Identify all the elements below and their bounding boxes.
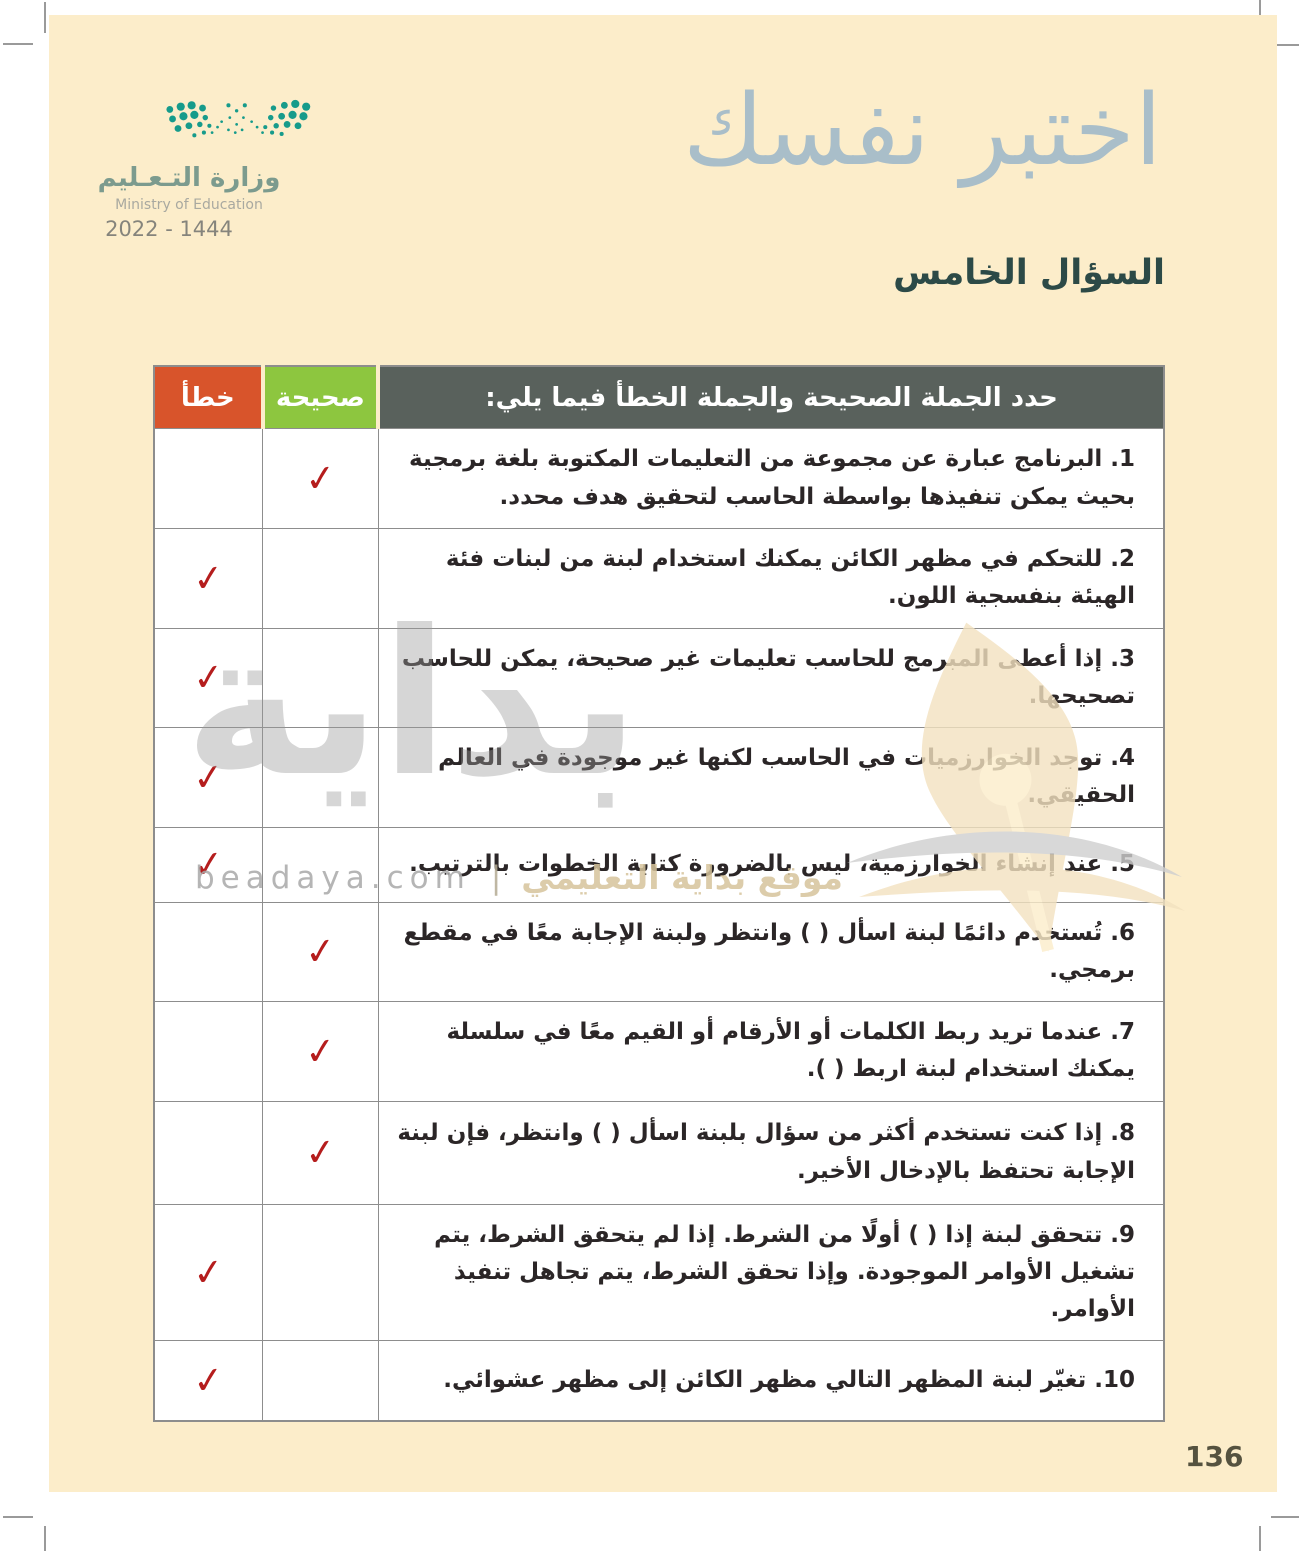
ministry-name-english: Ministry of Education <box>115 197 263 213</box>
wrong-check-cell <box>153 901 264 1002</box>
table-row: 7. عندما تريد ربط الكلمات أو الأرقام أو … <box>153 1001 1165 1102</box>
statement-cell: 7. عندما تريد ربط الكلمات أو الأرقام أو … <box>377 1001 1165 1102</box>
check-icon: ✓ <box>190 841 227 888</box>
wrong-column-header: خطأ <box>153 365 265 429</box>
wrong-check-cell: ✓ <box>153 727 264 828</box>
check-icon: ✓ <box>302 455 339 502</box>
wrong-check-cell: ✓ <box>153 1340 264 1422</box>
question-heading: السؤال الخامس <box>893 253 1165 293</box>
statements-body: 1. البرنامج عبارة عن مجموعة من التعليمات… <box>153 428 1165 1422</box>
correct-check-cell: ✓ <box>262 1100 379 1205</box>
statement-cell: 1. البرنامج عبارة عن مجموعة من التعليمات… <box>377 428 1165 529</box>
wrong-check-cell: ✓ <box>153 1203 264 1342</box>
statement-cell: 5. عند إنشاء الخوارزمية، ليس بالضرورة كت… <box>377 826 1165 903</box>
statement-cell: 3. إذا أعطى المبرمج للحاسب تعليمات غير ص… <box>377 627 1165 728</box>
statement-cell: 9. تتحقق لبنة إذا ( ) أولًا من الشرط. إذ… <box>377 1203 1165 1342</box>
crop-mark-bottom-left-v <box>44 1526 46 1551</box>
correct-check-cell <box>262 528 379 629</box>
table-row: 3. إذا أعطى المبرمج للحاسب تعليمات غير ص… <box>153 627 1165 728</box>
wrong-check-cell <box>153 428 264 529</box>
check-icon: ✓ <box>190 654 227 701</box>
table-row: 1. البرنامج عبارة عن مجموعة من التعليمات… <box>153 428 1165 529</box>
correct-check-cell <box>262 1203 379 1342</box>
true-false-table: حدد الجملة الصحيحة والجملة الخطأ فيما يل… <box>153 365 1165 1422</box>
correct-check-cell <box>262 727 379 828</box>
check-icon: ✓ <box>190 1357 227 1404</box>
table-row: 10. تغيّر لبنة المظهر التالي مظهر الكائن… <box>153 1340 1165 1422</box>
table-row: 4. توجد الخوارزميات في الحاسب لكنها غير … <box>153 727 1165 828</box>
statement-cell: 10. تغيّر لبنة المظهر التالي مظهر الكائن… <box>377 1340 1165 1422</box>
wrong-check-cell <box>153 1100 264 1205</box>
correct-check-cell: ✓ <box>262 901 379 1002</box>
check-icon: ✓ <box>190 555 227 602</box>
table-row: 8. إذا كنت تستخدم أكثر من سؤال بلبنة اسأ… <box>153 1100 1165 1205</box>
check-icon: ✓ <box>190 1249 227 1296</box>
page-number: 136 <box>1185 1440 1244 1473</box>
crop-mark-top-left-h <box>3 43 33 45</box>
check-icon: ✓ <box>302 928 339 975</box>
ministry-years: 2022 - 1444 <box>105 217 233 241</box>
correct-column-header: صحيحة <box>262 365 381 429</box>
correct-check-cell <box>262 826 379 903</box>
page-sheet: وزارة التـعـليم Ministry of Education 20… <box>49 15 1277 1492</box>
check-icon: ✓ <box>302 1028 339 1075</box>
table-row: 6. تُستخدم دائمًا لبنة اسأل ( ) وانتظر و… <box>153 901 1165 1002</box>
statement-cell: 2. للتحكم في مظهر الكائن يمكنك استخدام ل… <box>377 528 1165 629</box>
statement-cell: 6. تُستخدم دائمًا لبنة اسأل ( ) وانتظر و… <box>377 901 1165 1002</box>
table-row: 9. تتحقق لبنة إذا ( ) أولًا من الشرط. إذ… <box>153 1203 1165 1342</box>
crop-mark-bottom-right-v <box>1259 1526 1261 1551</box>
table-row: 5. عند إنشاء الخوارزمية، ليس بالضرورة كت… <box>153 826 1165 903</box>
correct-check-cell <box>262 627 379 728</box>
ministry-dots-icon <box>166 99 311 138</box>
page-title: اختبر نفسك <box>682 74 1162 188</box>
crop-mark-top-right-h <box>1270 44 1299 46</box>
correct-check-cell: ✓ <box>262 428 379 529</box>
ministry-name-arabic: وزارة التـعـليم <box>97 163 281 193</box>
table-row: 2. للتحكم في مظهر الكائن يمكنك استخدام ل… <box>153 528 1165 629</box>
check-icon: ✓ <box>190 754 227 801</box>
crop-mark-bottom-left-h <box>3 1516 33 1518</box>
crop-mark-top-left-v <box>44 2 46 33</box>
crop-mark-bottom-right-h <box>1271 1516 1299 1518</box>
statement-cell: 8. إذا كنت تستخدم أكثر من سؤال بلبنة اسأ… <box>377 1100 1165 1205</box>
instruction-header-cell: حدد الجملة الصحيحة والجملة الخطأ فيما يل… <box>377 365 1165 429</box>
statement-cell: 4. توجد الخوارزميات في الحاسب لكنها غير … <box>377 727 1165 828</box>
table-header-row: حدد الجملة الصحيحة والجملة الخطأ فيما يل… <box>153 365 1165 429</box>
wrong-check-cell <box>153 1001 264 1102</box>
wrong-check-cell: ✓ <box>153 528 264 629</box>
wrong-check-cell: ✓ <box>153 627 264 728</box>
correct-check-cell: ✓ <box>262 1001 379 1102</box>
correct-check-cell <box>262 1340 379 1422</box>
wrong-check-cell: ✓ <box>153 826 264 903</box>
check-icon: ✓ <box>302 1129 339 1176</box>
